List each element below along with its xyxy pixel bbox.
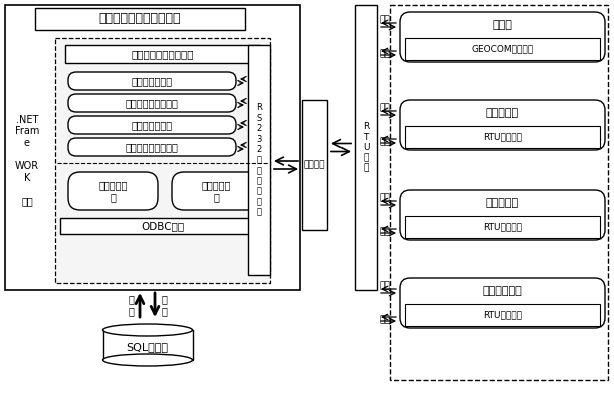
Bar [355,5,377,290]
FancyBboxPatch shape [400,278,605,328]
Bar [65,45,260,63]
Text: 静力水准仪采集模块: 静力水准仪采集模块 [125,98,179,108]
Bar [405,126,600,148]
Text: 指令: 指令 [379,194,391,203]
Text: 多元测量传感器数据采集: 多元测量传感器数据采集 [99,13,181,26]
FancyBboxPatch shape [172,172,260,210]
FancyBboxPatch shape [68,172,158,210]
Text: R
S
2
3
2
串
行
接
口
通
讯: R S 2 3 2 串 行 接 口 通 讯 [256,103,262,216]
Ellipse shape [103,354,193,366]
Text: 指令: 指令 [379,282,391,290]
FancyBboxPatch shape [68,138,236,156]
Text: 电子水平尺采集模块: 电子水平尺采集模块 [125,142,179,152]
Text: 全站仪: 全站仪 [492,20,513,30]
Bar [405,304,600,326]
Text: 温湿度采集模块: 温湿度采集模块 [131,120,173,130]
Text: 数据: 数据 [379,316,391,325]
Text: 静力水准仪: 静力水准仪 [486,108,519,118]
Bar [103,330,193,360]
Text: 温湿度传感器: 温湿度传感器 [483,286,523,296]
Text: 数据: 数据 [379,228,391,237]
Text: RTU通讯协议: RTU通讯协议 [483,222,522,231]
FancyBboxPatch shape [68,72,236,90]
Text: RTU通讯协议: RTU通讯协议 [483,132,522,141]
FancyBboxPatch shape [400,190,605,240]
Bar [55,38,270,283]
Bar [248,45,270,275]
Text: R
T
U
模
块: R T U 模 块 [363,122,369,173]
Bar [60,218,265,234]
Text: RTU通讯协议: RTU通讯协议 [483,310,522,320]
Text: 指令: 指令 [379,15,391,24]
Bar [35,8,245,30]
Bar [5,5,300,290]
Bar [390,5,608,380]
Text: 电子水平尺: 电子水平尺 [486,198,519,208]
Text: 存
入: 存 入 [161,294,167,316]
Bar [405,38,600,60]
Text: 读
取: 读 取 [128,294,134,316]
FancyBboxPatch shape [68,94,236,112]
Bar [405,216,600,238]
FancyBboxPatch shape [68,116,236,134]
Text: SQL数据库: SQL数据库 [126,342,168,352]
Text: 指令: 指令 [379,103,391,113]
Text: .NET
Fram
e

WOR
K

框架: .NET Fram e WOR K 框架 [15,115,39,206]
Text: 数据: 数据 [379,49,391,58]
Text: 数据查询模
块: 数据查询模 块 [201,180,231,202]
Text: 多周期多线程控制策略: 多周期多线程控制策略 [131,49,194,59]
Text: 网络通讯: 网络通讯 [304,160,325,169]
Text: ODBC接口: ODBC接口 [141,221,184,231]
Text: 全站仪采集模块: 全站仪采集模块 [131,76,173,86]
Text: 数据: 数据 [379,137,391,147]
FancyBboxPatch shape [400,100,605,150]
Bar [302,100,327,230]
Text: GEOCOM通讯协议: GEOCOM通讯协议 [472,45,534,53]
Ellipse shape [103,324,193,336]
FancyBboxPatch shape [400,12,605,62]
Text: 基础配置模
块: 基础配置模 块 [98,180,128,202]
